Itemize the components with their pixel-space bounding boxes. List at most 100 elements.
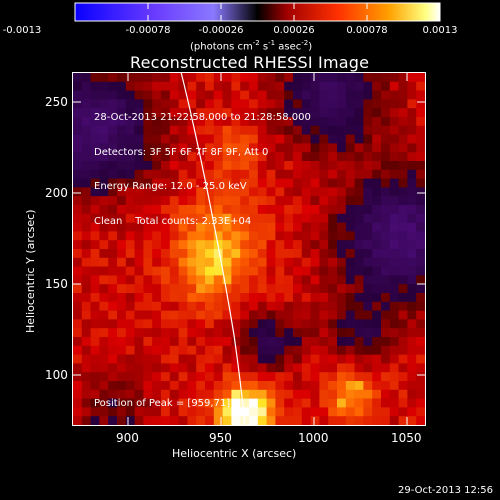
heatmap-cell <box>196 354 206 364</box>
heatmap-cell <box>416 143 426 153</box>
heatmap-cell <box>257 319 267 329</box>
heatmap-cell <box>161 275 171 285</box>
heatmap-cell <box>117 240 127 250</box>
heatmap-cell <box>398 301 408 311</box>
heatmap-cell <box>310 205 320 215</box>
heatmap-cell <box>266 416 276 426</box>
heatmap-cell <box>345 310 355 320</box>
heatmap-cell <box>240 266 250 276</box>
heatmap-cell <box>407 407 417 417</box>
heatmap-cell <box>416 293 426 303</box>
heatmap-cell <box>328 134 338 144</box>
heatmap-cell <box>178 240 188 250</box>
heatmap-cell <box>178 301 188 311</box>
heatmap-cell <box>152 354 162 364</box>
heatmap-cell <box>381 213 391 223</box>
heatmap-cell <box>257 266 267 276</box>
heatmap-cell <box>169 328 179 338</box>
heatmap-cell <box>416 372 426 382</box>
heatmap-cell <box>345 389 355 399</box>
heatmap-cell <box>134 319 144 329</box>
heatmap-cell <box>275 372 285 382</box>
heatmap-cell <box>152 372 162 382</box>
heatmap-cell <box>389 134 399 144</box>
heatmap-cell <box>152 319 162 329</box>
heatmap-cell <box>125 319 135 329</box>
heatmap-cell <box>81 345 91 355</box>
heatmap-cell <box>284 407 294 417</box>
heatmap-cell <box>73 337 83 347</box>
heatmap-cell <box>169 372 179 382</box>
heatmap-cell <box>169 354 179 364</box>
heatmap-cell <box>416 275 426 285</box>
heatmap-cell <box>354 363 364 373</box>
heatmap-cell <box>398 108 408 118</box>
heatmap-cell <box>293 345 303 355</box>
heatmap-cell <box>407 249 417 259</box>
heatmap-cell <box>301 389 311 399</box>
heatmap-cell <box>407 416 417 426</box>
heatmap-cell <box>257 372 267 382</box>
heatmap-cell <box>266 389 276 399</box>
heatmap-cell <box>381 389 391 399</box>
heatmap-cell <box>275 381 285 391</box>
heatmap-cell <box>125 416 135 426</box>
heatmap-cell <box>231 363 241 373</box>
heatmap-cell <box>363 178 373 188</box>
heatmap-cell <box>178 372 188 382</box>
heatmap-cell <box>81 169 91 179</box>
heatmap-cell <box>222 249 232 259</box>
heatmap-cell <box>337 398 347 408</box>
heatmap-cell <box>337 90 347 100</box>
heatmap-cell <box>249 354 259 364</box>
heatmap-cell <box>407 161 417 171</box>
heatmap-cell <box>213 249 223 259</box>
heatmap-cell <box>99 310 109 320</box>
heatmap-cell <box>187 381 197 391</box>
heatmap-cell <box>416 284 426 294</box>
heatmap-cell <box>337 169 347 179</box>
heatmap-cell <box>275 275 285 285</box>
heatmap-cell <box>81 73 91 83</box>
heatmap-cell <box>398 73 408 83</box>
heatmap-cell <box>328 257 338 267</box>
heatmap-cell <box>73 205 83 215</box>
heatmap-cell <box>407 363 417 373</box>
heatmap-cell <box>73 389 83 399</box>
heatmap-cell <box>196 266 206 276</box>
heatmap-cell <box>284 337 294 347</box>
heatmap-cell <box>108 354 118 364</box>
heatmap-cell <box>301 73 311 83</box>
heatmap-cell <box>407 196 417 206</box>
heatmap-cell <box>249 257 259 267</box>
heatmap-cell <box>99 372 109 382</box>
heatmap-cell <box>81 196 91 206</box>
heatmap-cell <box>345 354 355 364</box>
heatmap-cell <box>205 381 215 391</box>
heatmap-cell <box>257 257 267 267</box>
heatmap-cell <box>389 73 399 83</box>
heatmap-cell <box>354 381 364 391</box>
heatmap-cell <box>222 257 232 267</box>
heatmap-cell <box>337 117 347 127</box>
heatmap-cell <box>266 354 276 364</box>
heatmap-cell <box>117 73 127 83</box>
heatmap-cell <box>345 169 355 179</box>
heatmap-cell <box>416 240 426 250</box>
peak-position-text: Position of Peak = [959,71] <box>94 398 231 409</box>
heatmap-cell <box>117 257 127 267</box>
heatmap-cell <box>398 337 408 347</box>
heatmap-cell <box>381 90 391 100</box>
heatmap-cell <box>363 293 373 303</box>
heatmap-cell <box>363 416 373 426</box>
heatmap-cell <box>284 310 294 320</box>
heatmap-cell <box>73 381 83 391</box>
heatmap-cell <box>319 310 329 320</box>
heatmap-cell <box>108 301 118 311</box>
heatmap-cell <box>337 319 347 329</box>
heatmap-cell <box>345 319 355 329</box>
heatmap-cell <box>310 416 320 426</box>
heatmap-cell <box>178 381 188 391</box>
heatmap-cell <box>398 178 408 188</box>
heatmap-cell <box>178 257 188 267</box>
